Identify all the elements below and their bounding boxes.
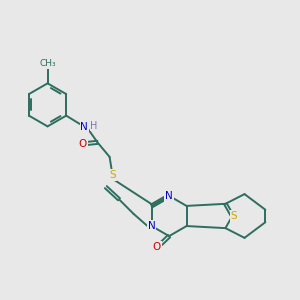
Text: N: N [165,191,173,201]
Text: CH₃: CH₃ [39,59,56,68]
Text: N: N [148,221,155,231]
Text: H: H [90,121,98,131]
Text: S: S [110,170,116,180]
Text: N: N [80,122,88,132]
Text: O: O [79,139,87,149]
Text: S: S [231,211,237,221]
Text: O: O [153,242,161,252]
